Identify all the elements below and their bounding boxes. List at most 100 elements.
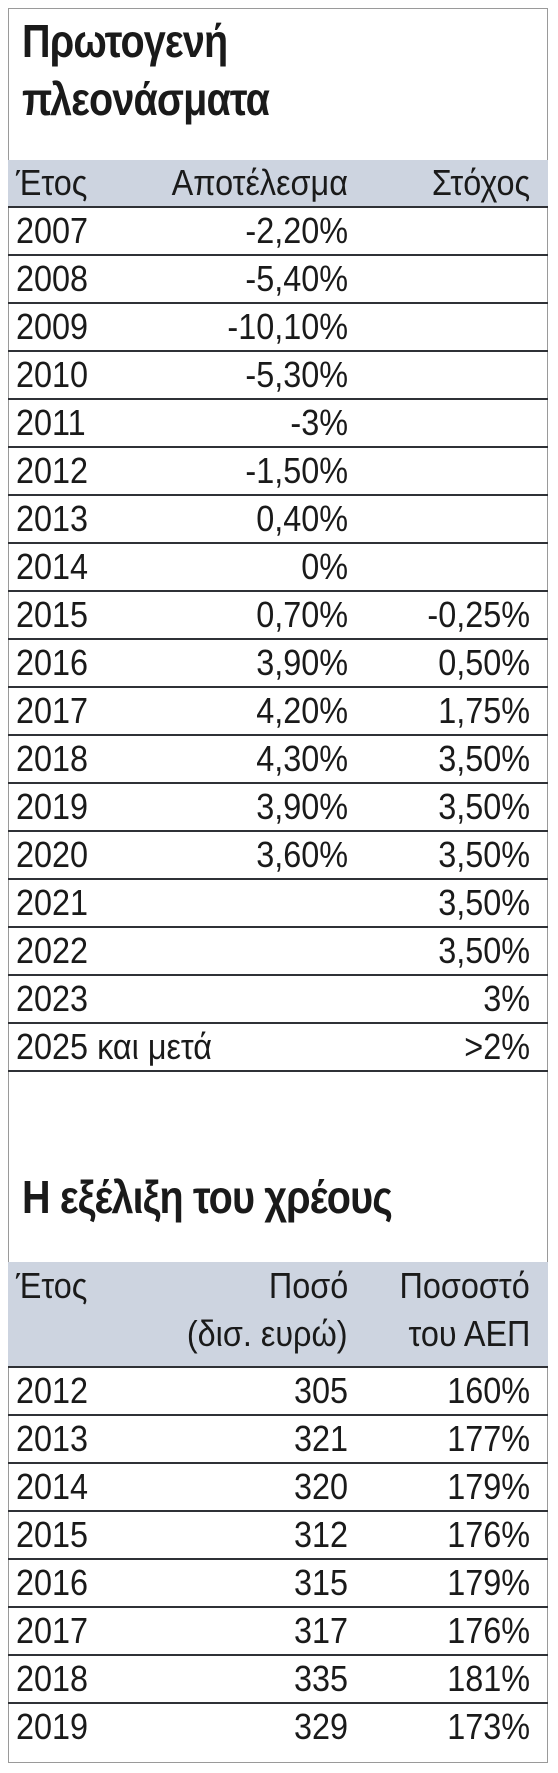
table-row: 2019 329 173% — [8, 1704, 548, 1752]
result-cell: 3,90% — [256, 786, 348, 827]
table-row: 2022 3,50% — [8, 928, 548, 976]
year-cell: 2018 — [16, 738, 89, 779]
result-cell: -5,40% — [245, 258, 348, 299]
surpluses-table: Έτος Αποτέλεσμα Στόχος 2007 -2,20% 2008 -5,… — [8, 160, 548, 1072]
year-cell: 2016 — [16, 1562, 89, 1603]
header-target: Στόχος — [431, 162, 530, 203]
year-cell: 2021 — [16, 882, 89, 923]
debt-body: 2012 305 160% 2013 321 177% 2014 320 179% 2015 312… — [8, 1368, 548, 1752]
year-cell: 2012 — [16, 1370, 89, 1411]
target-cell: -0,25% — [427, 594, 530, 635]
table-row: 2009 -10,10% — [8, 304, 548, 352]
table-row: 2017 4,20% 1,75% — [8, 688, 548, 736]
result-cell: 3,90% — [256, 642, 348, 683]
year-cell: 2023 — [16, 978, 89, 1019]
year-cell: 2007 — [16, 210, 89, 251]
gdp-pct-cell: 181% — [447, 1658, 530, 1699]
header-result: Αποτέλεσμα — [171, 162, 348, 203]
year-cell: 2012 — [16, 450, 89, 491]
target-cell: 3,50% — [438, 786, 530, 827]
amount-cell: 320 — [293, 1466, 348, 1507]
debt-title: Η εξέλιξη του χρέους — [22, 1171, 393, 1223]
result-cell: 4,30% — [256, 738, 348, 779]
target-cell: >2% — [464, 1026, 530, 1067]
year-cell: 2019 — [16, 786, 89, 827]
table-row: 2014 0% — [8, 544, 548, 592]
amount-cell: 329 — [293, 1706, 348, 1747]
table-row: 2008 -5,40% — [8, 256, 548, 304]
year-cell: 2013 — [16, 1418, 89, 1459]
year-cell: 2015 — [16, 1514, 89, 1555]
table-row: 2017 317 176% — [8, 1608, 548, 1656]
gdp-pct-cell: 177% — [447, 1418, 530, 1459]
surpluses-body: 2007 -2,20% 2008 -5,40% 2009 -10,10% 2010 -5,30… — [8, 208, 548, 1072]
year-cell: 2013 — [16, 498, 89, 539]
target-cell: 3,50% — [438, 882, 530, 923]
year-cell: 2022 — [16, 930, 89, 971]
result-cell: 3,60% — [256, 834, 348, 875]
gdp-pct-cell: 173% — [447, 1706, 530, 1747]
gdp-pct-cell: 176% — [447, 1610, 530, 1651]
table-row: 2018 4,30% 3,50% — [8, 736, 548, 784]
year-cell: 2025 και μετά — [16, 1026, 213, 1067]
table-row: 2011 -3% — [8, 400, 548, 448]
gdp-pct-cell: 160% — [447, 1370, 530, 1411]
result-cell: -10,10% — [227, 306, 348, 347]
infographic-frame — [8, 8, 548, 1763]
amount-cell: 312 — [293, 1514, 348, 1555]
year-cell: 2017 — [16, 1610, 89, 1651]
year-cell: 2011 — [16, 402, 86, 443]
surpluses-header-row: Έτος Αποτέλεσμα Στόχος — [8, 160, 548, 208]
year-cell: 2016 — [16, 642, 89, 683]
table-row: 2013 321 177% — [8, 1416, 548, 1464]
gdp-pct-cell: 179% — [447, 1562, 530, 1603]
debt-table: Έτος Ποσό (δισ. ευρώ) Ποσοστό του ΑΕΠ 20… — [8, 1262, 548, 1752]
target-cell: 3,50% — [438, 834, 530, 875]
table-row: 2007 -2,20% — [8, 208, 548, 256]
result-cell: -5,30% — [245, 354, 348, 395]
table-row: 2020 3,60% 3,50% — [8, 832, 548, 880]
target-cell: 3,50% — [438, 738, 530, 779]
table-row: 2013 0,40% — [8, 496, 548, 544]
year-cell: 2019 — [16, 1706, 89, 1747]
surpluses-title-line2: πλεονάσματα — [22, 73, 270, 125]
table-row: 2023 3% — [8, 976, 548, 1024]
target-cell: 3,50% — [438, 930, 530, 971]
result-cell: -3% — [290, 402, 348, 443]
result-cell: 0,70% — [256, 594, 348, 635]
target-cell: 0,50% — [438, 642, 530, 683]
table-row: 2021 3,50% — [8, 880, 548, 928]
year-cell: 2017 — [16, 690, 89, 731]
year-cell: 2018 — [16, 1658, 89, 1699]
target-cell: 1,75% — [438, 690, 530, 731]
table-row: 2012 305 160% — [8, 1368, 548, 1416]
gdp-pct-cell: 179% — [447, 1466, 530, 1507]
year-cell: 2020 — [16, 834, 89, 875]
result-cell: 0% — [301, 546, 348, 587]
header-gdp-pct: Ποσοστό του ΑΕΠ — [399, 1265, 530, 1354]
gdp-pct-cell: 176% — [447, 1514, 530, 1555]
table-row: 2015 312 176% — [8, 1512, 548, 1560]
debt-header-row: Έτος Ποσό (δισ. ευρώ) Ποσοστό του ΑΕΠ — [8, 1262, 548, 1368]
year-cell: 2015 — [16, 594, 89, 635]
amount-cell: 335 — [293, 1658, 348, 1699]
result-cell: 4,20% — [256, 690, 348, 731]
header-amount: Ποσό (δισ. ευρώ) — [187, 1265, 348, 1354]
table-row: 2015 0,70% -0,25% — [8, 592, 548, 640]
amount-cell: 305 — [293, 1370, 348, 1411]
table-row: 2018 335 181% — [8, 1656, 548, 1704]
year-cell: 2009 — [16, 306, 89, 347]
result-cell: 0,40% — [256, 498, 348, 539]
amount-cell: 321 — [293, 1418, 348, 1459]
target-cell: 3% — [483, 978, 530, 1019]
table-row: 2012 -1,50% — [8, 448, 548, 496]
year-cell: 2010 — [16, 354, 89, 395]
year-cell: 2014 — [16, 546, 89, 587]
header-year: Έτος — [16, 162, 88, 203]
header-year: Έτος — [16, 1265, 88, 1306]
year-cell: 2008 — [16, 258, 89, 299]
result-cell: -1,50% — [245, 450, 348, 491]
year-cell: 2014 — [16, 1466, 89, 1507]
amount-cell: 315 — [293, 1562, 348, 1603]
table-row: 2025 και μετά >2% — [8, 1024, 548, 1072]
